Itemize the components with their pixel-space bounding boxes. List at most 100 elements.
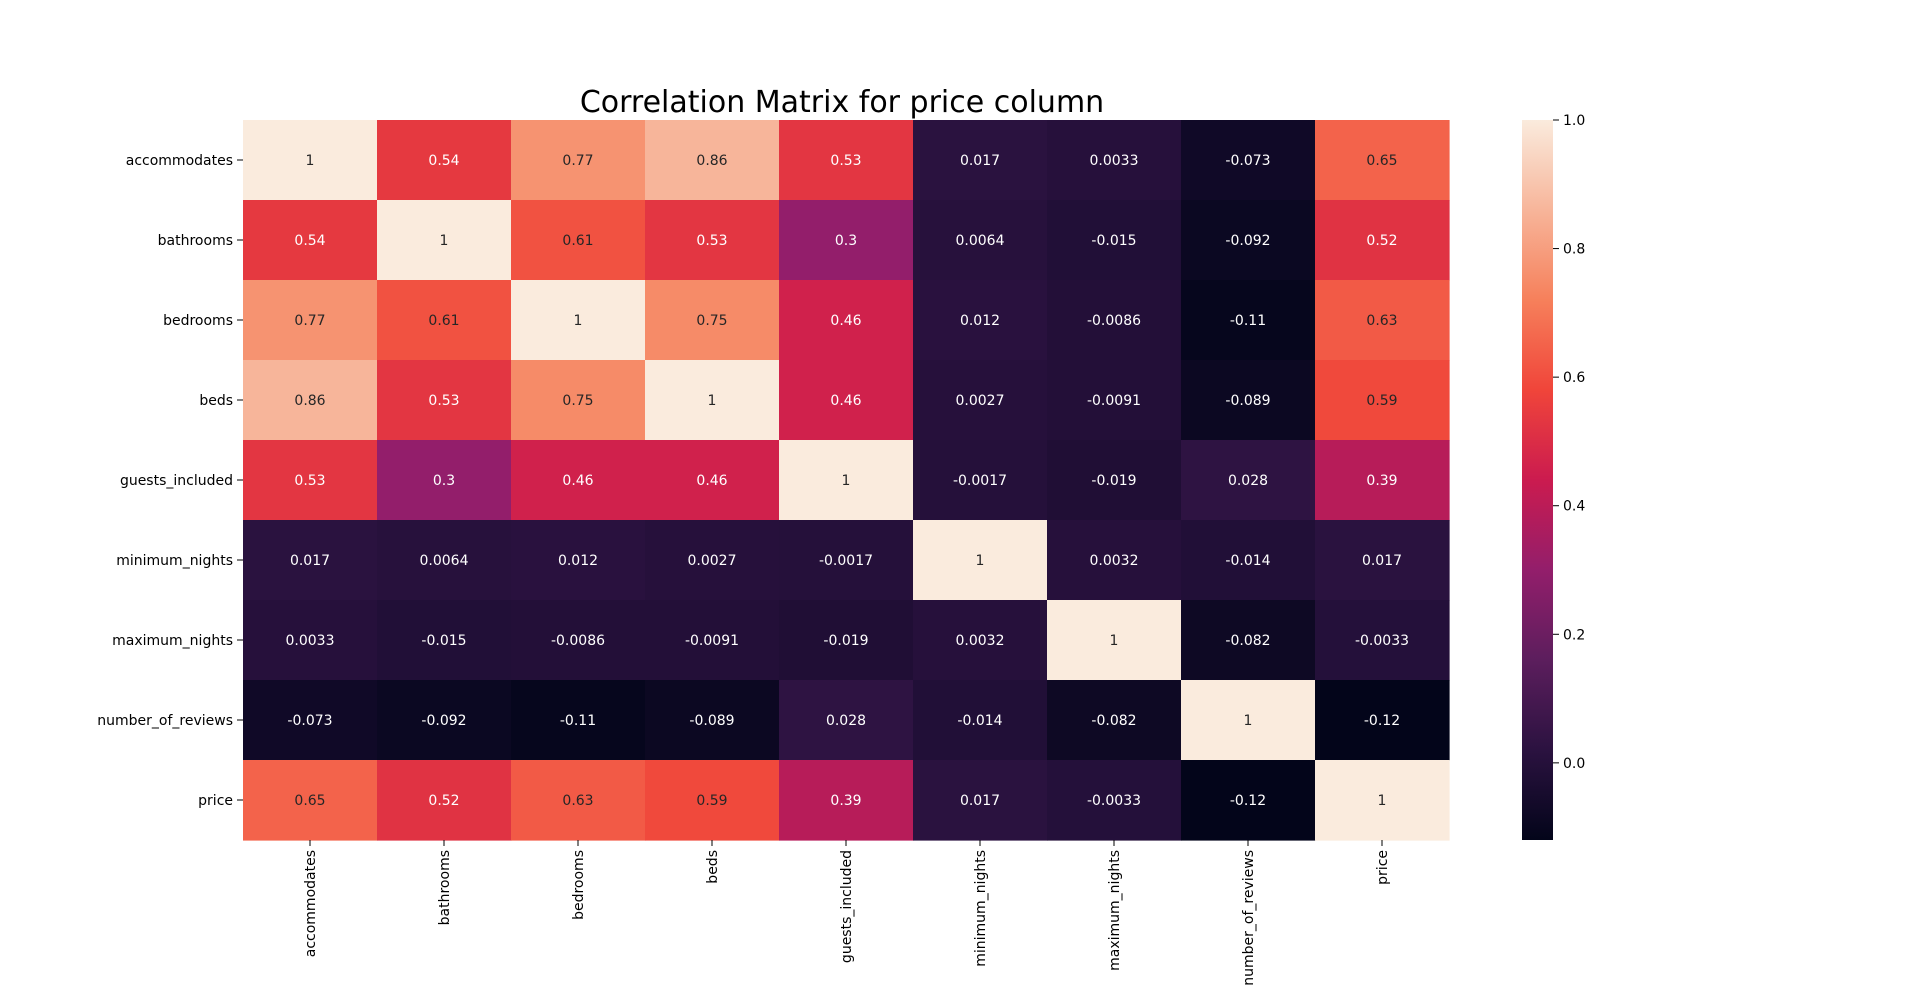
colorbar-tick-label: 0.4: [1563, 499, 1585, 515]
cell-annotation: 0.61: [428, 313, 459, 329]
heatmap-cell: [1315, 680, 1450, 761]
cell-annotation: -0.0091: [1087, 393, 1141, 409]
cell-annotation: 0.53: [696, 233, 727, 249]
cell-annotation: 0.61: [562, 233, 593, 249]
heatmap-cell: [1181, 440, 1316, 521]
heatmap-cell: [779, 440, 914, 521]
heatmap-cell: [243, 440, 378, 521]
cell-annotation: 0.0032: [956, 633, 1005, 649]
heatmap-cell: [511, 200, 646, 281]
cell-annotation: 0.39: [1366, 473, 1397, 489]
heatmap-cell: [1315, 280, 1450, 361]
y-tick-label: maximum_nights: [112, 633, 233, 649]
cell-annotation: 0.012: [558, 553, 598, 569]
heatmap-cell: [1047, 360, 1182, 441]
colorbar-gradient: [1522, 120, 1553, 840]
cell-annotation: -0.092: [1225, 233, 1270, 249]
cell-annotation: 0.86: [294, 393, 325, 409]
cell-annotation: 0.017: [1362, 553, 1402, 569]
heatmap-cell: [1181, 120, 1316, 201]
heatmap-cell: [779, 360, 914, 441]
chart-title: Correlation Matrix for price column: [580, 85, 1104, 120]
heatmap-cell: [377, 360, 512, 441]
y-tick-label: beds: [199, 393, 233, 409]
cell-annotation: -0.019: [823, 633, 868, 649]
heatmap-cell: [1181, 680, 1316, 761]
heatmap-cell: [1181, 200, 1316, 281]
cell-annotation: 0.46: [696, 473, 727, 489]
heatmap-cell: [779, 120, 914, 201]
cell-annotation: 0.54: [428, 153, 459, 169]
heatmap-cell: [779, 280, 914, 361]
cell-annotation: 0.65: [1366, 153, 1397, 169]
cell-annotation: 0.63: [1366, 313, 1397, 329]
cell-annotation: 0.53: [294, 473, 325, 489]
heatmap-cell: [243, 120, 378, 201]
cell-annotation: 0.75: [562, 393, 593, 409]
cell-annotation: -0.092: [421, 713, 466, 729]
cell-annotation: 0.028: [1228, 473, 1268, 489]
heatmap-cells: [243, 120, 1450, 841]
cell-annotation: 0.52: [1366, 233, 1397, 249]
colorbar-tick-label: 0.2: [1563, 627, 1585, 643]
y-tick-label: minimum_nights: [116, 553, 233, 569]
heatmap-cell: [913, 440, 1048, 521]
heatmap-cell: [243, 680, 378, 761]
heatmap-cell: [913, 760, 1048, 841]
heatmap-cell: [779, 520, 914, 601]
y-tick-label: bedrooms: [163, 313, 233, 329]
heatmap-cell: [645, 760, 780, 841]
cell-annotation: 0.54: [294, 233, 325, 249]
cell-annotation: -0.0017: [953, 473, 1007, 489]
heatmap-cell: [377, 200, 512, 281]
heatmap-cell: [1315, 600, 1450, 681]
heatmap-cell: [377, 600, 512, 681]
heatmap-cell: [913, 600, 1048, 681]
x-tick-label: bedrooms: [571, 850, 587, 920]
heatmap-cell: [243, 520, 378, 601]
cell-annotation: -0.015: [1091, 233, 1136, 249]
heatmap-cell: [511, 520, 646, 601]
cell-annotation: 0.65: [294, 793, 325, 809]
cell-annotation: 0.39: [830, 793, 861, 809]
heatmap-cell: [779, 600, 914, 681]
cell-annotation: -0.0033: [1355, 633, 1409, 649]
cell-annotation: -0.082: [1225, 633, 1270, 649]
cell-annotation: -0.11: [560, 713, 596, 729]
heatmap-cell: [1181, 760, 1316, 841]
cell-annotation: 0.46: [830, 313, 861, 329]
cell-annotation: 0.46: [562, 473, 593, 489]
cell-annotation: 0.0064: [420, 553, 469, 569]
heatmap-cell: [511, 120, 646, 201]
heatmap-cell: [511, 360, 646, 441]
cell-annotation: 0.59: [1366, 393, 1397, 409]
heatmap-cell: [645, 280, 780, 361]
heatmap-cell: [779, 760, 914, 841]
cell-annotation: -0.014: [1225, 553, 1270, 569]
heatmap-cell: [645, 680, 780, 761]
cell-annotation: -0.11: [1230, 313, 1266, 329]
heatmap-cell: [377, 760, 512, 841]
cell-annotation: 0.52: [428, 793, 459, 809]
heatmap-cell: [377, 520, 512, 601]
heatmap-cell: [511, 440, 646, 521]
heatmap-cell: [1181, 600, 1316, 681]
cell-annotation: 0.0027: [688, 553, 737, 569]
heatmap-cell: [511, 600, 646, 681]
cell-annotation: 1: [1378, 793, 1387, 809]
colorbar: 0.0 0.2 0.4 0.6 0.8 1.0: [1522, 113, 1585, 840]
x-tick-label: guests_included: [839, 850, 855, 963]
heatmap-cell: [913, 520, 1048, 601]
heatmap-cell: [645, 600, 780, 681]
cell-annotation: 0.0032: [1090, 553, 1139, 569]
cell-annotation: 1: [574, 313, 583, 329]
colorbar-tick-label: 0.6: [1563, 370, 1585, 386]
heatmap-cell: [1315, 440, 1450, 521]
heatmap-cell: [913, 120, 1048, 201]
heatmap-cell: [1047, 200, 1182, 281]
y-tick-label: guests_included: [120, 473, 233, 489]
cell-annotation: 1: [1244, 713, 1253, 729]
cell-annotation: 0.0033: [286, 633, 335, 649]
heatmap-cell: [377, 120, 512, 201]
heatmap-cell: [1047, 120, 1182, 201]
